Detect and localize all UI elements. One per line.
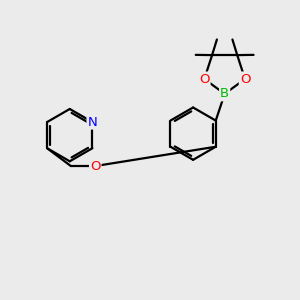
- Text: O: O: [240, 73, 250, 85]
- Text: N: N: [88, 116, 97, 129]
- Text: O: O: [90, 160, 101, 172]
- Text: O: O: [199, 73, 210, 85]
- Text: B: B: [220, 87, 229, 100]
